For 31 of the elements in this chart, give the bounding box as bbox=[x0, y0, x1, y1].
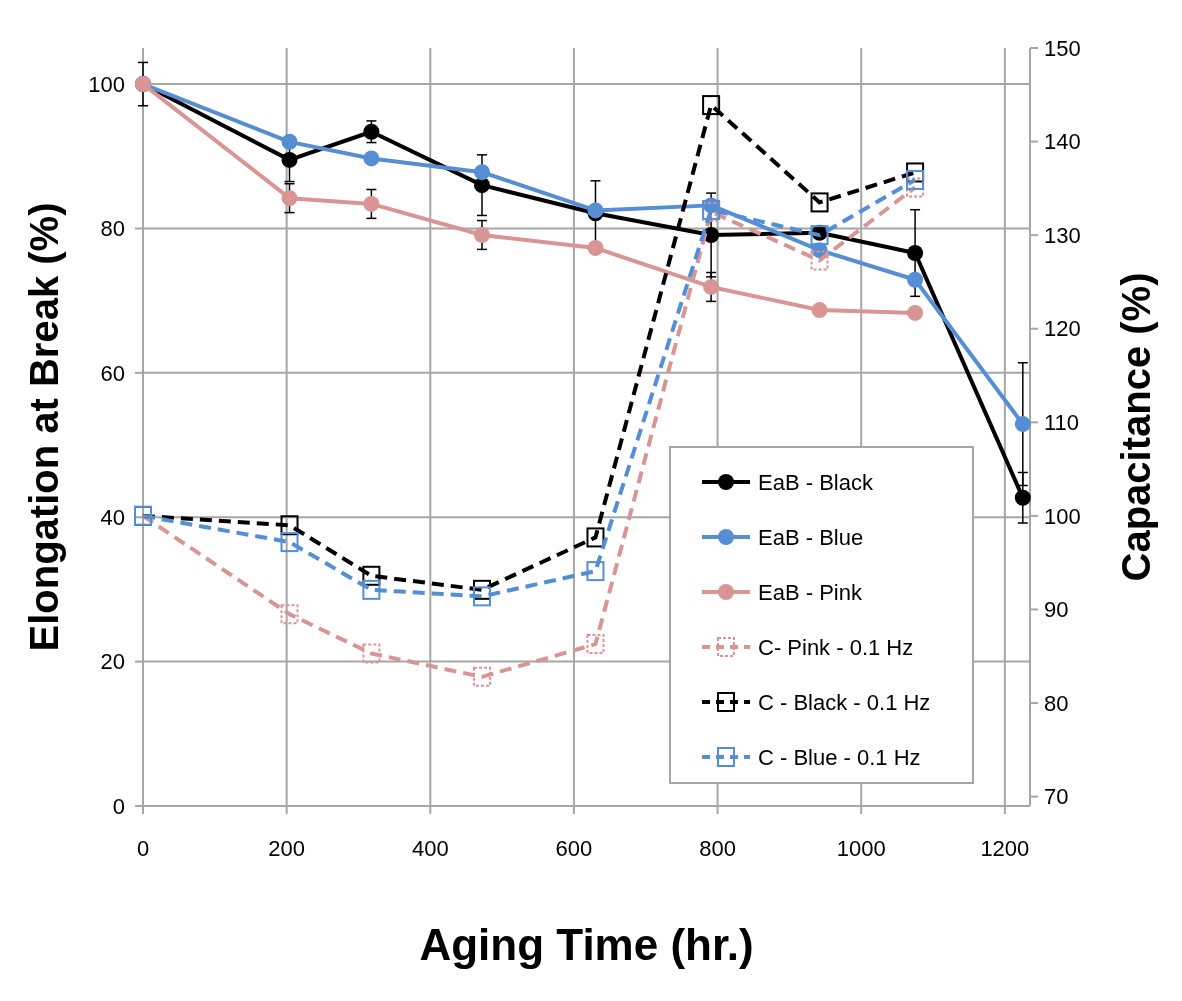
x-tick-label: 600 bbox=[555, 836, 593, 861]
y2-axis-title: Capacitance (%) bbox=[1114, 272, 1158, 582]
x-tick-label: 200 bbox=[268, 836, 305, 861]
y2-tick-label: 150 bbox=[1044, 35, 1081, 61]
x-axis-title: Aging Time (hr.) bbox=[419, 920, 754, 969]
x-tick-label: 400 bbox=[411, 836, 449, 861]
y2-tick-label: 100 bbox=[1044, 503, 1081, 529]
legend-label: EaB - Blue bbox=[758, 524, 864, 550]
legend-label: C - Blue - 0.1 Hz bbox=[758, 744, 921, 770]
y-tick-label: 80 bbox=[100, 216, 125, 242]
y-tick-label: 60 bbox=[100, 360, 125, 386]
x-tick-label: 800 bbox=[699, 836, 736, 861]
legend-label: EaB - Black bbox=[758, 469, 874, 495]
legend-label: C - Black - 0.1 Hz bbox=[758, 689, 931, 715]
y2-tick-label: 120 bbox=[1044, 316, 1081, 342]
y-tick-label: 20 bbox=[100, 649, 125, 675]
y2-tick-label: 110 bbox=[1044, 410, 1080, 436]
y-tick-label: 0 bbox=[112, 793, 125, 819]
x-tick-label: 1000 bbox=[836, 836, 886, 861]
y-axis-title: Elongation at Break (%) bbox=[22, 202, 66, 652]
legend-label: C- Pink - 0.1 Hz bbox=[758, 634, 914, 660]
y2-tick-label: 70 bbox=[1044, 784, 1069, 810]
y2-tick-label: 90 bbox=[1044, 597, 1069, 623]
y-tick-label: 40 bbox=[100, 504, 125, 530]
y2-tick-label: 140 bbox=[1044, 129, 1081, 155]
y2-tick-label: 130 bbox=[1044, 222, 1081, 248]
legend-label: EaB - Pink bbox=[758, 579, 863, 605]
x-tick-label: 0 bbox=[136, 836, 150, 861]
y2-tick-label: 80 bbox=[1044, 690, 1069, 716]
x-tick-label: 1200 bbox=[980, 836, 1030, 861]
y-tick-label: 100 bbox=[88, 71, 125, 97]
